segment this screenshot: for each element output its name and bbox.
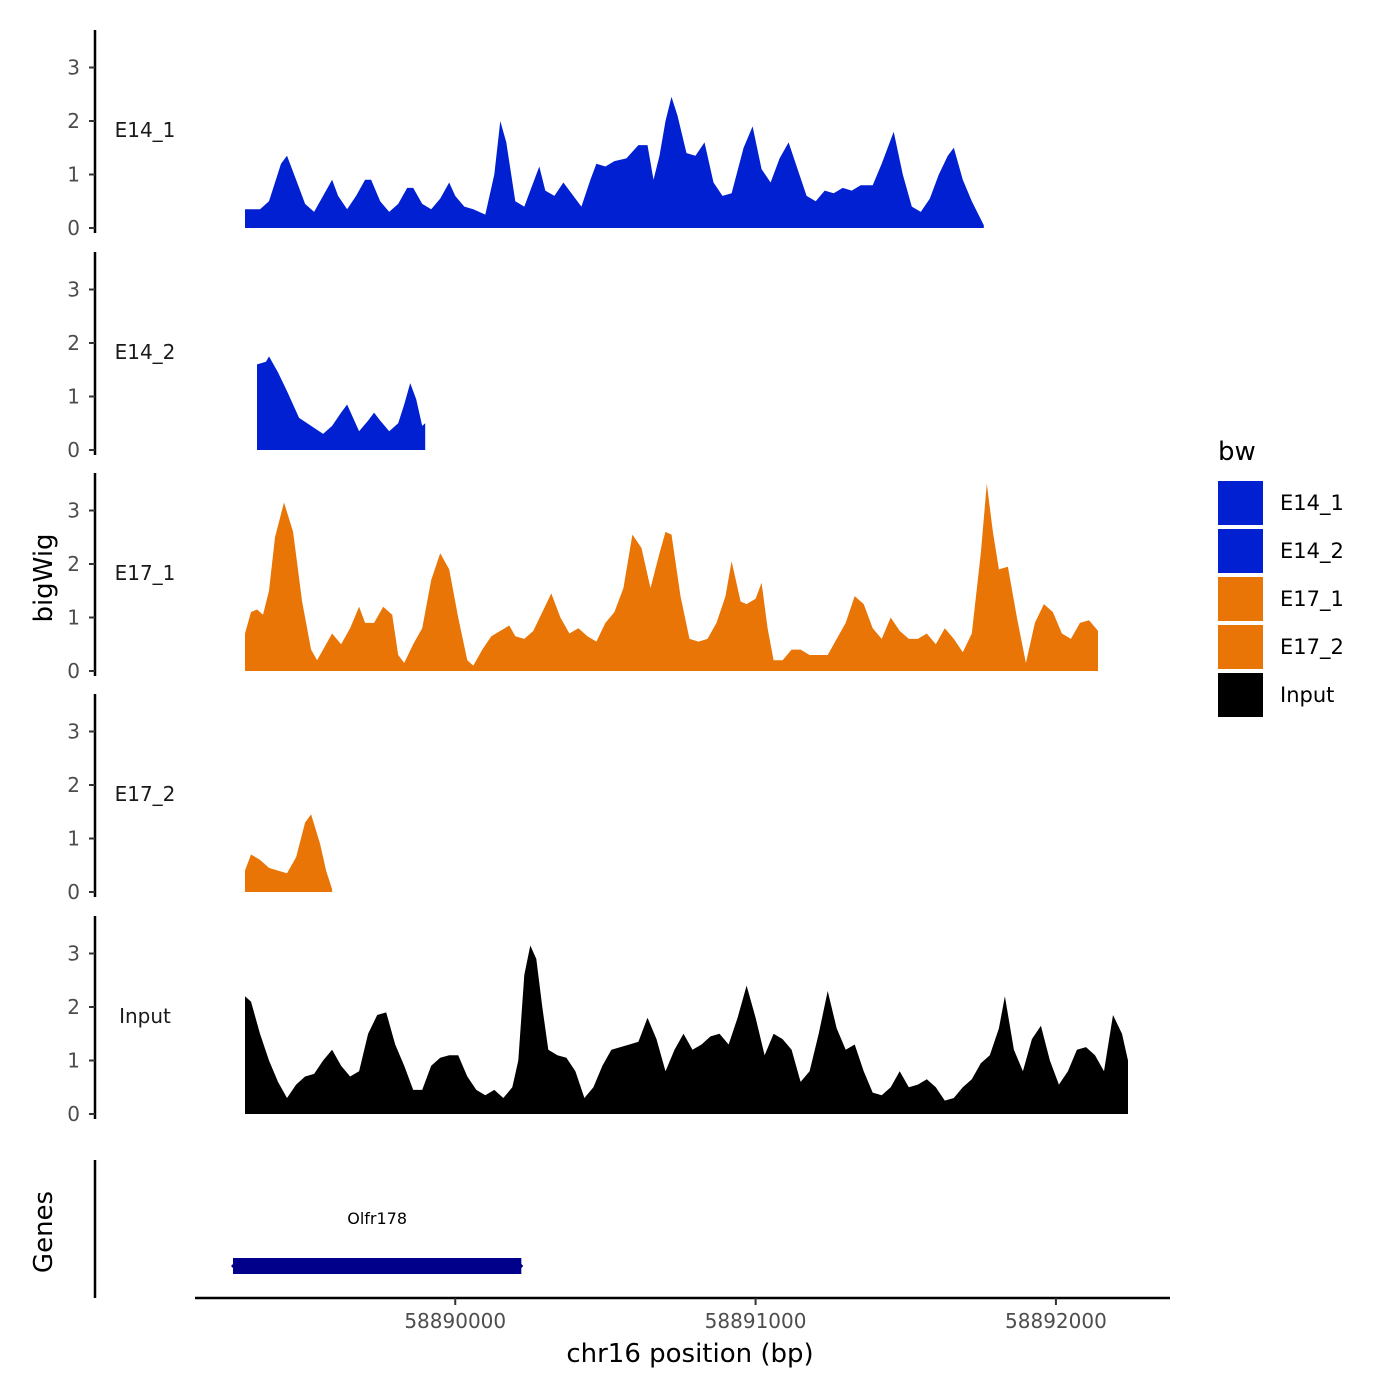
gene-Olfr178: Olfr178	[230, 1209, 524, 1274]
gene-label: Olfr178	[347, 1209, 407, 1228]
y-tick-label: 1	[67, 606, 80, 630]
legend-title: bw	[1218, 437, 1256, 467]
y-axis-title: bigWig	[29, 533, 59, 622]
x-axis-title: chr16 position (bp)	[566, 1339, 813, 1369]
y-tick-label: 3	[67, 56, 80, 80]
legend-item-E17_1: E17_1	[1218, 577, 1344, 621]
track-label: E17_2	[115, 782, 176, 806]
legend-swatch	[1218, 625, 1263, 669]
track-E17_1: 0 1 2 3 E17_1	[67, 473, 1098, 683]
legend-label: Input	[1280, 683, 1334, 707]
gene-end-cap	[518, 1261, 524, 1271]
y-tick-label: 1	[67, 827, 80, 851]
signal-area-E17_1	[245, 483, 1098, 671]
x-tick-label: 58891000	[705, 1309, 807, 1333]
x-tick-label: 58890000	[404, 1309, 506, 1333]
legend-swatch	[1218, 577, 1263, 621]
genes-axis-title: Genes	[29, 1191, 59, 1273]
legend-item-E17_2: E17_2	[1218, 625, 1344, 669]
y-tick-label: 2	[67, 552, 80, 576]
y-tick-label: 2	[67, 331, 80, 355]
tracks-layer: 0 1 2 3 E14_1 0 1 2 3 E14_2 0 1 2 3 E17_1 0 1 2 3 E17_2 0 1 2 3…	[67, 30, 1128, 1126]
legend: bw E14_1 E14_2 E17_1 E17_2 Input	[1218, 437, 1344, 717]
signal-area-E14_2	[257, 356, 426, 450]
legend-label: E14_2	[1280, 539, 1344, 564]
gene-body	[232, 1258, 522, 1274]
legend-label: E17_1	[1280, 587, 1344, 612]
x-axis: 58890000 58891000 58892000	[195, 1296, 1170, 1333]
y-tick-label: 2	[67, 773, 80, 797]
legend-swatch	[1218, 481, 1263, 525]
gene-end-cap	[230, 1261, 236, 1271]
legend-item-E14_2: E14_2	[1218, 529, 1344, 573]
signal-area-E17_2	[245, 814, 333, 892]
track-label: E17_1	[115, 561, 176, 585]
legend-item-E14_1: E14_1	[1218, 481, 1344, 525]
y-tick-label: 0	[67, 438, 80, 462]
y-tick-label: 0	[67, 216, 80, 240]
y-tick-label: 3	[67, 942, 80, 966]
legend-item-Input: Input	[1218, 673, 1334, 717]
legend-swatch	[1218, 673, 1263, 717]
legend-swatch	[1218, 529, 1263, 573]
y-tick-label: 2	[67, 995, 80, 1019]
track-Input: 0 1 2 3 Input	[67, 916, 1128, 1126]
signal-area-Input	[245, 945, 1128, 1114]
y-tick-label: 3	[67, 499, 80, 523]
y-tick-label: 1	[67, 385, 80, 409]
track-label: Input	[119, 1004, 171, 1028]
track-E14_2: 0 1 2 3 E14_2	[67, 252, 426, 462]
legend-label: E17_2	[1280, 635, 1344, 660]
y-tick-label: 1	[67, 1049, 80, 1073]
x-tick-label: 58892000	[1005, 1309, 1107, 1333]
track-label: E14_2	[115, 340, 176, 364]
genes-layer: Olfr178	[93, 1160, 524, 1298]
y-tick-label: 3	[67, 720, 80, 744]
y-tick-label: 0	[67, 880, 80, 904]
track-E14_1: 0 1 2 3 E14_1	[67, 30, 984, 240]
signal-area-E14_1	[245, 96, 984, 229]
y-tick-label: 0	[67, 659, 80, 683]
legend-label: E14_1	[1280, 491, 1344, 516]
y-tick-label: 2	[67, 109, 80, 133]
y-tick-label: 3	[67, 278, 80, 302]
y-tick-label: 0	[67, 1102, 80, 1126]
track-E17_2: 0 1 2 3 E17_2	[67, 694, 333, 904]
track-label: E14_1	[115, 118, 176, 142]
y-tick-label: 1	[67, 163, 80, 187]
